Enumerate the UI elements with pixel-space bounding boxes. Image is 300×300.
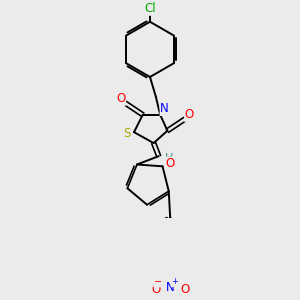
Text: S: S [123,127,130,140]
Text: +: + [171,278,178,286]
Text: N: N [160,102,169,116]
Text: O: O [184,108,194,121]
Text: O: O [116,92,126,105]
Text: O: O [180,283,189,296]
Text: O: O [165,157,174,170]
Text: N: N [166,281,175,294]
Text: O: O [151,283,160,296]
Text: H: H [165,153,173,163]
Text: Cl: Cl [144,2,156,15]
Text: −: − [154,277,162,287]
